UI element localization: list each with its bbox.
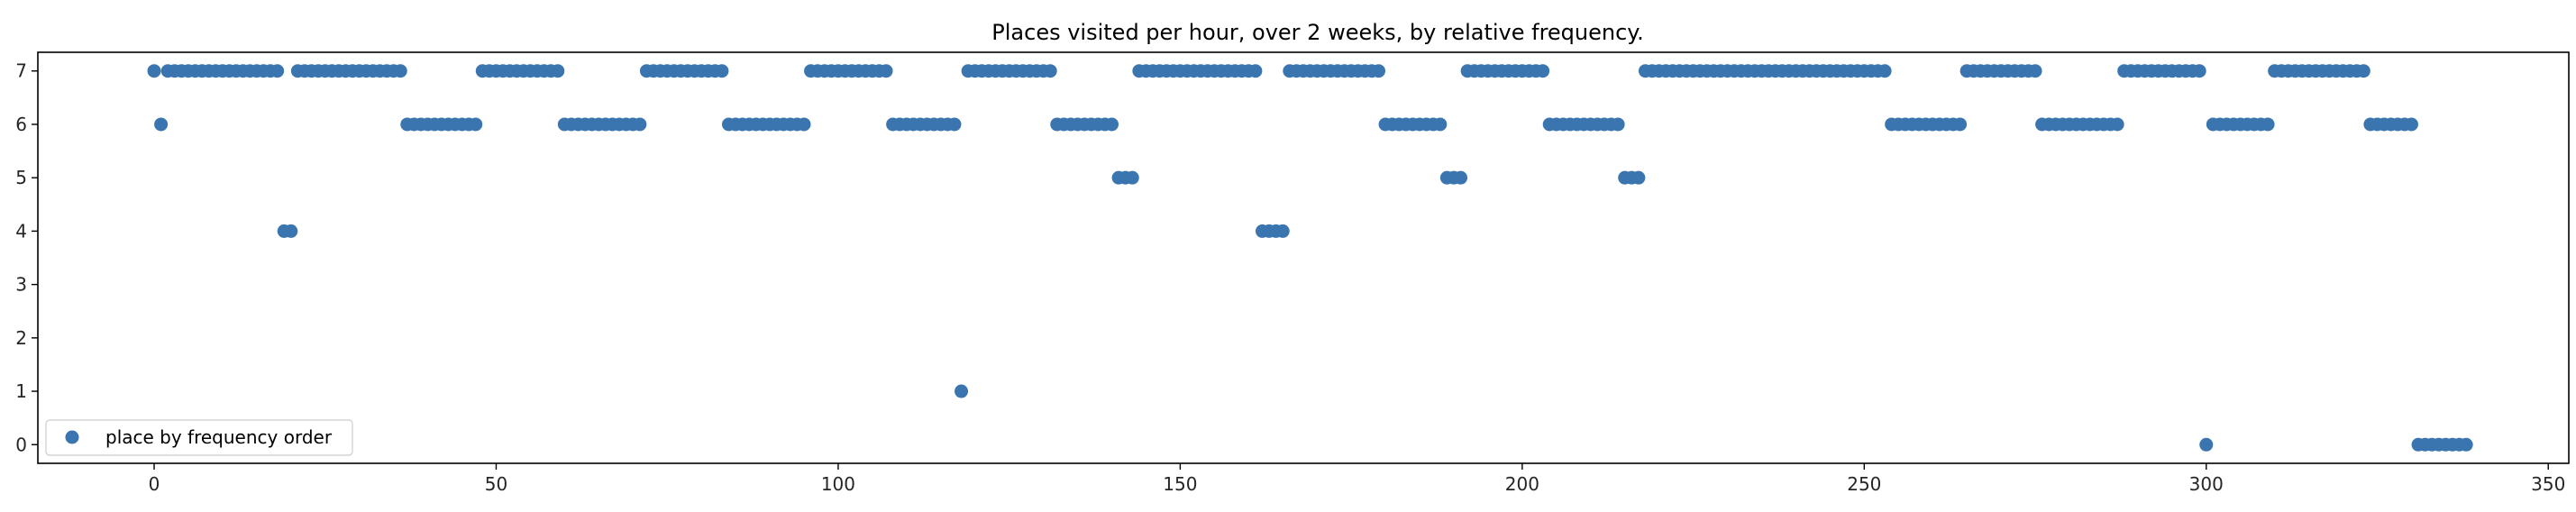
x-tick-label: 300 [2189,473,2224,495]
y-tick-label: 0 [15,434,27,455]
data-point [797,117,811,132]
data-point [284,224,298,238]
data-point [1371,64,1385,78]
legend-marker [65,430,79,444]
data-point [1454,170,1468,185]
data-points [147,64,2473,452]
data-point [1105,117,1119,132]
x-tick-label: 150 [1163,473,1197,495]
y-tick-label: 1 [15,380,27,402]
data-point [715,64,729,78]
data-point [1043,64,1057,78]
x-tick-label: 50 [485,473,507,495]
data-point [1275,224,1290,238]
data-point [955,384,969,398]
data-point [2192,64,2206,78]
data-point [1631,170,1646,185]
data-point [1877,64,1892,78]
legend-label: place by frequency order [105,426,333,448]
data-point [633,117,647,132]
data-point [393,64,407,78]
y-tick-label: 4 [15,220,27,242]
legend-box [45,419,353,456]
data-point [1125,170,1139,185]
x-tick-label: 350 [2531,473,2565,495]
data-point [2110,117,2124,132]
x-axis: 0 50 100 150 200 250 300 350 [149,463,2565,495]
x-tick-label: 200 [1505,473,1539,495]
y-tick-label: 3 [15,274,27,296]
data-point [270,64,285,78]
y-tick-label: 2 [15,327,27,349]
data-point [2199,437,2214,452]
data-point [1536,64,1550,78]
y-tick-label: 6 [15,114,27,135]
x-tick-label: 0 [149,473,160,495]
data-point [2356,64,2370,78]
y-tick-label: 5 [15,167,27,188]
chart-title: Places visited per hour, over 2 weeks, b… [991,20,1643,45]
x-tick-label: 250 [1847,473,1881,495]
plot-area [37,51,2570,464]
data-point [1433,117,1448,132]
data-point [947,117,962,132]
data-point [1953,117,1968,132]
data-point [2459,437,2473,452]
data-point [1611,117,1625,132]
data-point [469,117,483,132]
data-point [154,117,169,132]
data-point [2404,117,2418,132]
data-point [1248,64,1263,78]
y-axis: 0 1 2 3 4 5 6 7 [15,60,38,455]
data-point [2261,117,2275,132]
data-point [551,64,565,78]
data-point [147,64,161,78]
data-point [879,64,893,78]
data-point [2028,64,2042,78]
legend: place by frequency order [45,419,353,456]
y-tick-label: 7 [15,60,27,82]
x-tick-label: 100 [821,473,855,495]
